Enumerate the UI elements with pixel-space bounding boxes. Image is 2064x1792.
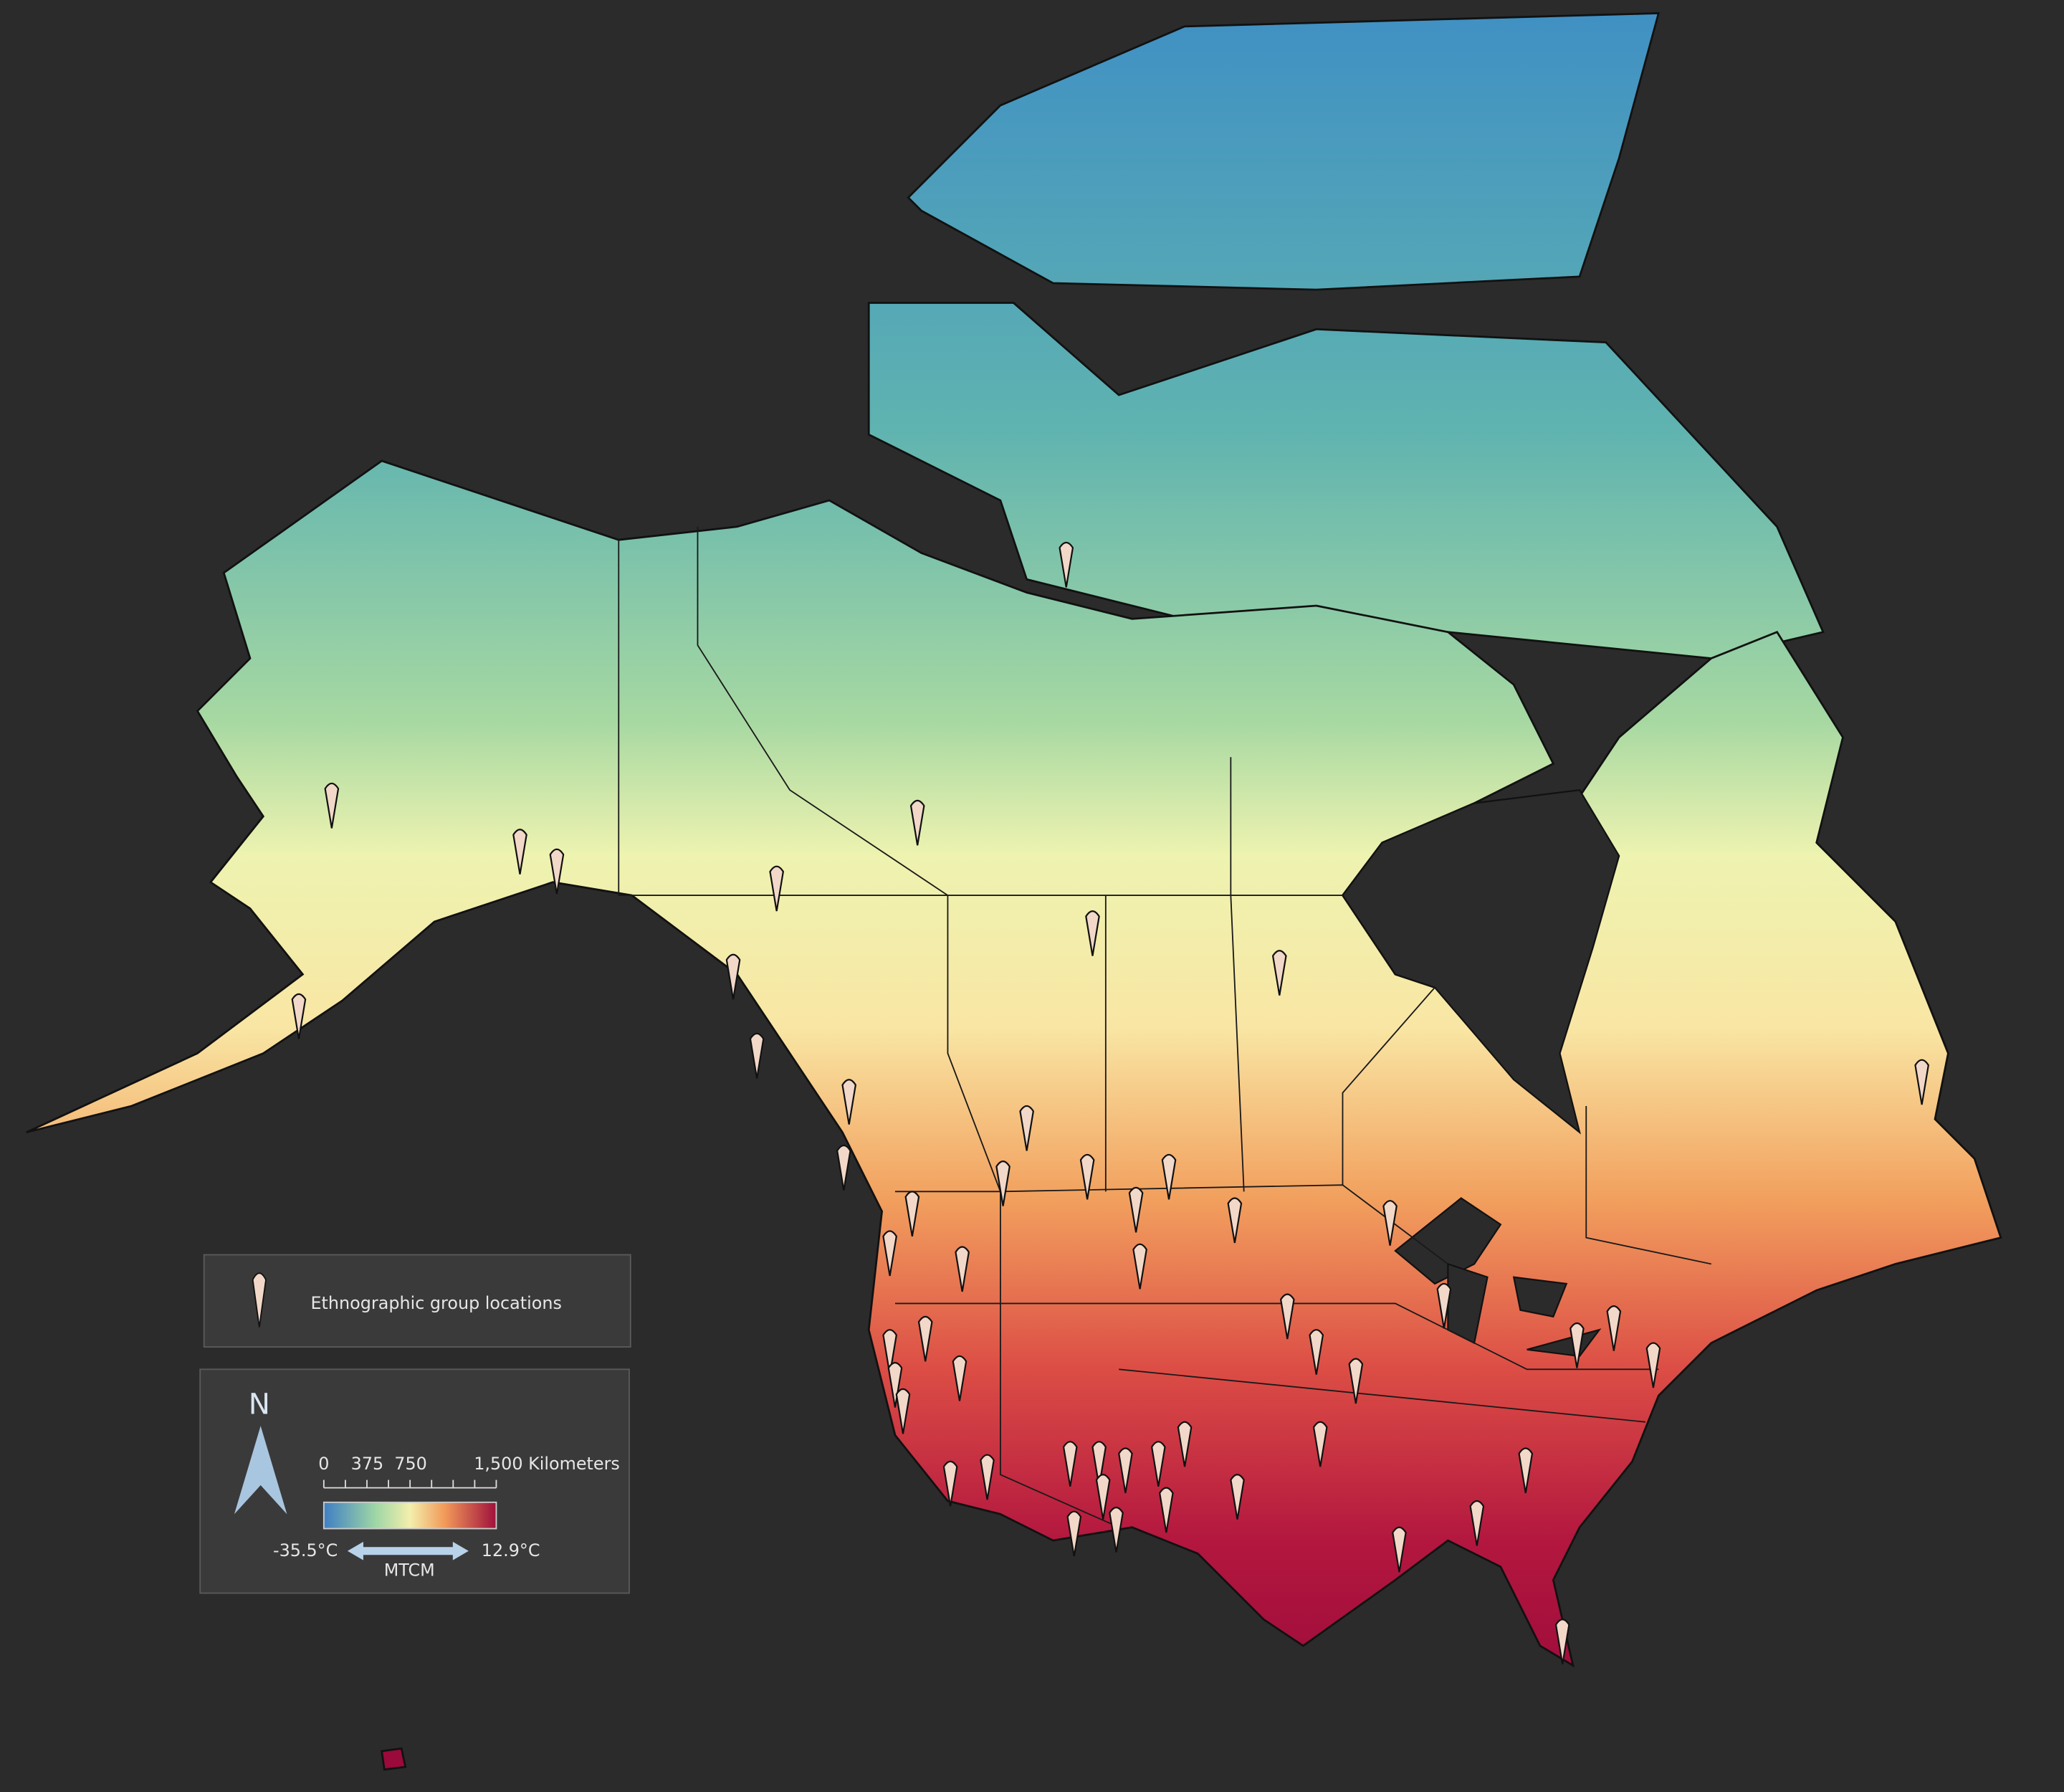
- pin: [324, 782, 340, 829]
- ramp-arrow: [347, 1541, 469, 1560]
- pin: [1095, 1474, 1111, 1520]
- scale-tick-label: 375: [351, 1454, 384, 1474]
- marker-legend: Ethnographic group locations: [203, 1254, 631, 1348]
- pin: [1914, 1059, 1929, 1105]
- pin: [995, 1160, 1010, 1206]
- pin: [1132, 1243, 1147, 1290]
- pin: [1382, 1200, 1398, 1246]
- pin: [1062, 1441, 1078, 1487]
- pin: [749, 1032, 765, 1079]
- pin: [1645, 1342, 1661, 1388]
- pin: [955, 1246, 970, 1292]
- pin: [1348, 1358, 1364, 1404]
- pin: [909, 799, 925, 846]
- pin: [1469, 1500, 1485, 1546]
- pin: [291, 993, 307, 1039]
- map-key: N 0 375 750 1,500 Kilometers -35.5°C 12.9°…: [199, 1368, 630, 1594]
- pin: [887, 1362, 903, 1408]
- scale-tick-label: 0: [318, 1454, 329, 1474]
- scale-end-label: 1,500 Kilometers: [474, 1454, 620, 1474]
- pin: [769, 865, 785, 912]
- ramp-max-label: 12.9°C: [482, 1540, 540, 1560]
- pin: [841, 1079, 857, 1125]
- pin: [980, 1454, 995, 1500]
- pin: [1079, 1153, 1095, 1200]
- pin: [1085, 910, 1100, 956]
- pin: [1109, 1507, 1124, 1553]
- hawaii: [381, 1747, 407, 1771]
- pin: [1230, 1474, 1245, 1520]
- pin: [1279, 1293, 1295, 1340]
- scale-tick-label: 750: [394, 1454, 427, 1474]
- continent: [26, 459, 2002, 1668]
- pin: [1177, 1421, 1193, 1467]
- scale-bar: 0 375 750: [318, 1454, 497, 1489]
- pin: [1606, 1305, 1622, 1351]
- pin: [1570, 1322, 1585, 1368]
- water: [1342, 788, 1620, 1358]
- pin: [725, 953, 741, 1000]
- pin: [882, 1329, 897, 1375]
- pin: [1518, 1447, 1534, 1494]
- pin: [952, 1355, 968, 1401]
- hudson-bay: [1342, 788, 1620, 1135]
- pin: [1059, 541, 1074, 588]
- pin: [942, 1460, 958, 1507]
- ramp-min-label: -35.5°C: [273, 1540, 338, 1560]
- landmass: [26, 12, 2002, 1771]
- pin: [512, 829, 527, 874]
- north-label: N: [249, 1387, 270, 1421]
- arctic-islands: [907, 12, 1661, 291]
- legend-pin: [252, 1272, 267, 1328]
- pin: [904, 1191, 920, 1236]
- pin: [895, 1388, 911, 1434]
- pin: [1150, 1441, 1166, 1487]
- borders: [618, 526, 1711, 1528]
- north-arrow: [234, 1426, 287, 1515]
- pin: [1128, 1186, 1144, 1233]
- pin: [1118, 1447, 1133, 1494]
- great-lakes: [1394, 1197, 1502, 1285]
- pin: [1091, 1441, 1107, 1487]
- pin: [1066, 1510, 1082, 1557]
- pin: [1312, 1421, 1328, 1467]
- pin: [1159, 1487, 1174, 1533]
- pin: [1161, 1153, 1177, 1200]
- pin: [836, 1144, 851, 1191]
- pin: [549, 848, 565, 895]
- ramp-variable-label: MTCM: [384, 1560, 435, 1581]
- great-lakes: [1512, 1276, 1568, 1318]
- pin: [1436, 1282, 1452, 1329]
- pin: [1392, 1526, 1407, 1573]
- pins: [291, 541, 1929, 1664]
- legend-box: [203, 1254, 631, 1348]
- color-ramp: [322, 1501, 497, 1530]
- pin: [1271, 950, 1287, 996]
- legend-label: Ethnographic group locations: [310, 1293, 561, 1313]
- pin: [917, 1315, 933, 1362]
- pin: [1554, 1619, 1570, 1664]
- pin: [1019, 1105, 1034, 1151]
- pin: [1227, 1197, 1243, 1244]
- pin: [1309, 1329, 1324, 1375]
- pin: [882, 1230, 897, 1277]
